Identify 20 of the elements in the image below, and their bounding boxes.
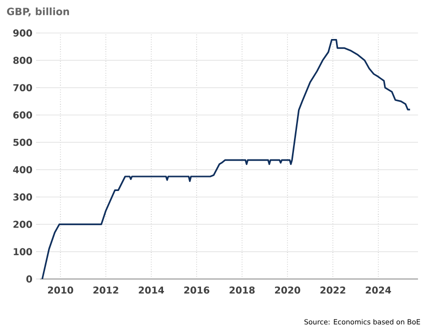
y-tick-label: 600 [13, 111, 32, 119]
x-tick-label: 2024 [366, 286, 392, 294]
x-tick-label: 2020 [275, 286, 300, 294]
x-tick-label: 2016 [184, 286, 210, 294]
y-tick-label: 900 [13, 29, 32, 37]
x-tick-label: 2018 [230, 286, 255, 294]
x-tick-label: 2022 [320, 286, 346, 294]
x-tick-label: 2010 [48, 286, 74, 294]
x-tick-label: 2014 [138, 286, 164, 294]
y-axis-title: GBP, billion [7, 8, 69, 17]
y-tick-label: 400 [13, 166, 32, 174]
y-tick-label: 800 [13, 56, 32, 64]
y-tick-label: 200 [13, 220, 32, 228]
line-series [41, 39, 411, 280]
y-tick-label: 300 [13, 193, 32, 201]
y-tick-label: 700 [13, 84, 32, 92]
x-tick-label: 2012 [93, 286, 118, 294]
y-tick-label: 0 [26, 275, 32, 283]
y-tick-label: 500 [13, 138, 32, 146]
y-tick-label: 100 [14, 248, 32, 256]
